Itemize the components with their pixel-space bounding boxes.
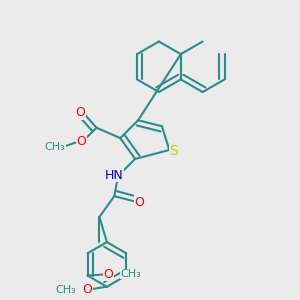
Text: CH₃: CH₃ [55, 285, 76, 295]
Text: O: O [135, 196, 145, 208]
Text: O: O [77, 135, 87, 148]
Text: S: S [169, 145, 178, 158]
Text: O: O [75, 106, 85, 119]
Text: O: O [103, 268, 113, 281]
Text: HN: HN [105, 169, 124, 182]
Text: O: O [82, 283, 92, 296]
Text: CH₃: CH₃ [44, 142, 65, 152]
Text: CH₃: CH₃ [120, 269, 141, 279]
